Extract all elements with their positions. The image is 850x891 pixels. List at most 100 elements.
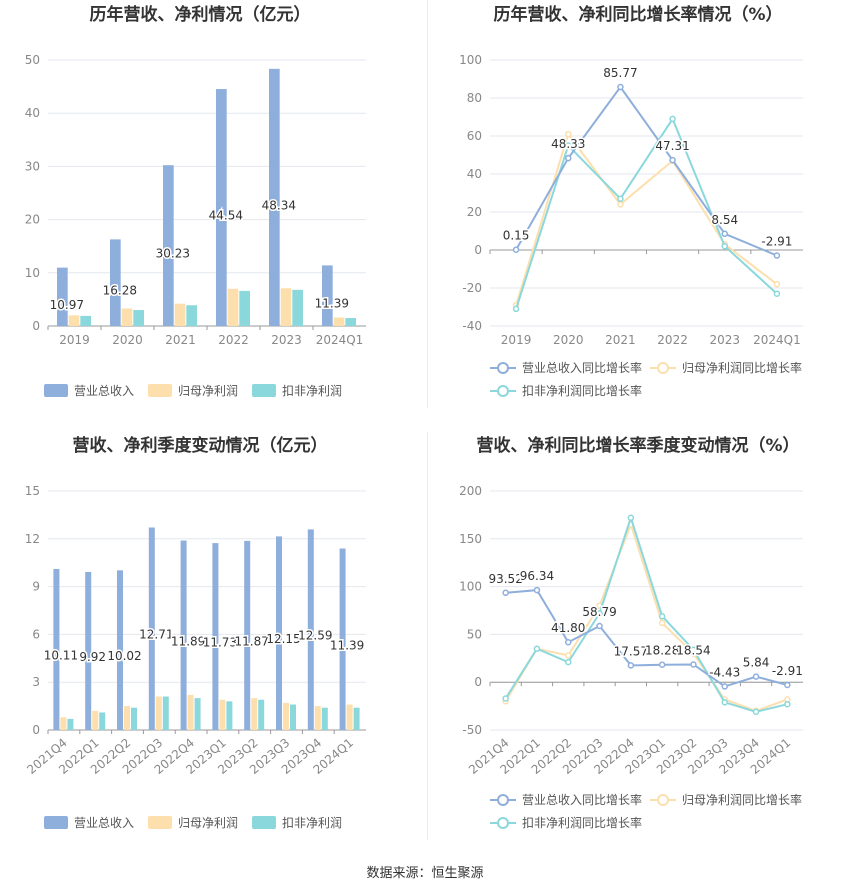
bar-0 [216, 89, 227, 326]
legend-marker [497, 362, 509, 374]
point-1 [565, 652, 572, 659]
point-0 [533, 586, 541, 594]
legend-swatch [252, 384, 276, 397]
legend-label: 归母净利润 [178, 816, 238, 830]
bar-value-label: 11.89 [171, 634, 205, 648]
x-tick-label: 2020 [112, 333, 143, 347]
point-0 [721, 230, 728, 238]
bar-2 [239, 290, 250, 326]
point-0 [502, 589, 509, 597]
bar-1 [251, 698, 258, 730]
point-0 [784, 681, 791, 689]
bar-1 [283, 702, 289, 730]
series-line-0 [505, 589, 788, 688]
bar-value-label: 48.34 [262, 198, 296, 212]
chart-title: 营收、净利季度变动情况（亿元） [73, 435, 328, 456]
point-0 [565, 638, 572, 646]
point-2 [533, 645, 541, 652]
point-2 [752, 708, 760, 716]
bar-2 [289, 704, 296, 730]
bar-value-label: 30.23 [156, 247, 190, 261]
bar-2 [345, 318, 356, 326]
bar-1 [60, 717, 67, 730]
bar-value-label: 12.71 [139, 628, 173, 642]
x-tick-label: 2024Q1 [316, 333, 364, 347]
bar-value-label: 10.02 [107, 649, 141, 663]
bar-0 [276, 536, 283, 730]
chart-title: 营收、净利同比增长率季度变动情况（%） [476, 435, 799, 456]
y-tick-label: 40 [25, 106, 40, 120]
bar-0 [110, 239, 121, 326]
legend-label: 营业总收入 [74, 384, 134, 398]
series-line-0 [515, 85, 778, 257]
bar-2 [133, 310, 144, 326]
point-2 [512, 305, 520, 313]
legend-swatch [148, 816, 172, 829]
bar-2 [162, 696, 169, 730]
point-0 [565, 154, 572, 162]
bar-2 [321, 707, 328, 730]
y-tick-label: 40 [467, 167, 482, 181]
y-tick-label: -20 [462, 281, 482, 295]
bar-0 [53, 568, 60, 730]
bar-chart-0: 历年营收、净利情况（亿元） 0 10 20 30 40 50 2019 2020 2021 2022… [25, 4, 366, 398]
x-tick-label: 2022 [218, 333, 249, 347]
y-tick-label: 150 [459, 532, 482, 546]
series-line-1 [504, 521, 788, 712]
bar-2 [99, 712, 106, 730]
y-tick-label: -50 [462, 723, 482, 737]
y-tick-label: 0 [32, 723, 40, 737]
point-2 [690, 646, 697, 653]
y-tick-label: 50 [25, 53, 40, 67]
y-tick-label: 50 [467, 627, 482, 641]
point-2 [669, 115, 676, 123]
point-value-label: 18.28 [645, 644, 679, 658]
y-tick-label: 80 [467, 91, 482, 105]
x-tick-label: 2023 [709, 333, 740, 347]
point-value-label: 8.54 [711, 213, 738, 227]
y-tick-label: 20 [467, 205, 482, 219]
bar-value-label: 11.39 [330, 638, 364, 652]
point-value-label: 96.34 [520, 569, 554, 583]
legend-swatch [44, 384, 68, 397]
legend-label: 营业总收入同比增长率 [522, 792, 642, 807]
point-2 [658, 612, 666, 620]
bar-2 [292, 289, 303, 326]
legend-marker [657, 362, 669, 374]
bar-2 [194, 698, 201, 730]
bar-value-label: 11.87 [235, 634, 269, 648]
bar-0 [244, 540, 251, 730]
y-tick-label: 3 [32, 675, 40, 689]
bar-value-label: 11.39 [315, 297, 349, 311]
point-0 [596, 622, 603, 630]
y-tick-label: 0 [32, 319, 40, 333]
point-value-label: -2.91 [772, 664, 803, 678]
bar-1 [314, 706, 321, 730]
bar-0 [148, 527, 155, 730]
bar-1 [124, 706, 130, 730]
point-value-label: 47.31 [655, 139, 689, 153]
bar-2 [80, 315, 91, 326]
legend-marker [497, 385, 509, 397]
bar-0 [307, 529, 314, 730]
line-chart-3: 营收、净利同比增长率季度变动情况（%）-500501001502002021Q4… [459, 435, 804, 830]
bar-2 [353, 707, 360, 730]
point-value-label: 41.80 [551, 621, 585, 635]
legend-label: 营业总收入 [74, 816, 134, 830]
legend-swatch [252, 816, 276, 829]
x-tick-label: 2019 [501, 333, 532, 347]
bar-1 [333, 317, 345, 326]
point-2 [627, 514, 635, 522]
point-value-label: 0.15 [503, 229, 530, 243]
series-line-2 [504, 514, 788, 713]
y-tick-label: 15 [25, 484, 40, 498]
bar-1 [121, 308, 133, 326]
bar-value-label: 44.54 [209, 209, 243, 223]
bar-0 [57, 267, 68, 326]
bar-1 [68, 315, 80, 326]
legend-label: 归母净利润同比增长率 [682, 360, 802, 375]
x-tick-label: 2021 [605, 333, 636, 347]
y-tick-label: 30 [25, 159, 40, 173]
point-1 [658, 619, 666, 627]
point-2 [596, 610, 603, 617]
